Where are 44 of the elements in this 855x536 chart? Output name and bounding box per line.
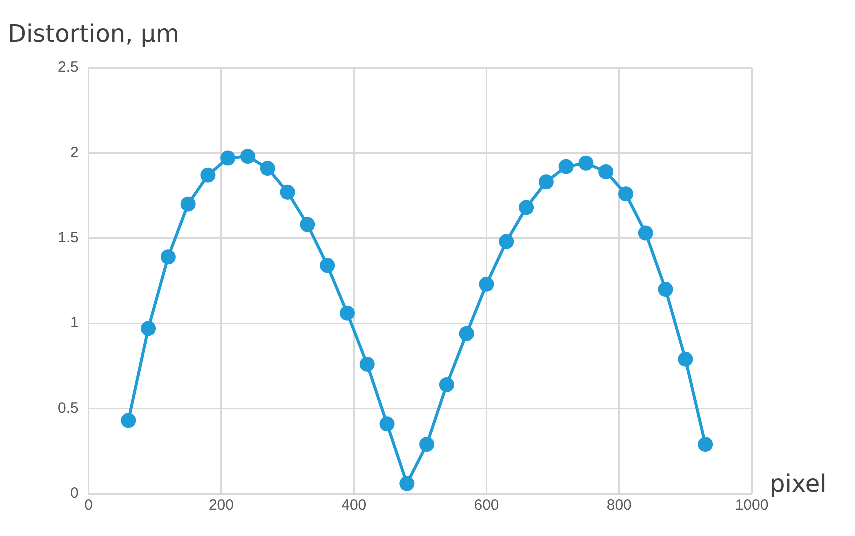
point	[121, 413, 136, 428]
point	[240, 149, 256, 164]
point	[678, 352, 694, 367]
point	[380, 416, 395, 432]
point	[160, 250, 176, 265]
x-axis-title: pixel	[770, 470, 827, 498]
point	[618, 186, 634, 202]
y-tick-label: 2	[70, 144, 79, 162]
x-tick-label: 800	[606, 497, 632, 514]
x-tick-label: 600	[474, 497, 500, 514]
y-tick-label: 2.5	[58, 59, 79, 76]
point	[499, 234, 514, 250]
point	[360, 356, 375, 372]
point	[220, 150, 236, 166]
point	[479, 276, 494, 292]
x-tick-label: 400	[342, 497, 367, 514]
point	[141, 321, 156, 336]
point	[400, 476, 415, 492]
point	[538, 174, 554, 190]
point	[340, 306, 355, 321]
x-tick-label: 0	[84, 497, 94, 514]
point	[459, 326, 474, 342]
point	[698, 437, 714, 452]
point	[658, 282, 674, 298]
point	[300, 217, 316, 232]
point	[558, 159, 574, 174]
point	[519, 200, 534, 216]
point	[200, 168, 216, 183]
y-tick-label: 1.5	[58, 230, 79, 247]
point	[439, 377, 454, 392]
y-axis-title: Distortion, µm	[8, 20, 180, 48]
point	[280, 184, 296, 200]
x-tick-label: 200	[208, 497, 234, 514]
point	[578, 156, 594, 171]
y-tick-label: 0	[70, 485, 79, 502]
point	[260, 161, 276, 176]
point	[320, 258, 336, 274]
point	[638, 226, 654, 241]
y-tick-label: 1	[70, 314, 79, 332]
point	[180, 196, 196, 212]
point	[420, 437, 435, 452]
x-tick-label: 1000	[735, 497, 769, 514]
y-tick-label: 0.5	[58, 400, 79, 417]
point	[598, 164, 614, 180]
